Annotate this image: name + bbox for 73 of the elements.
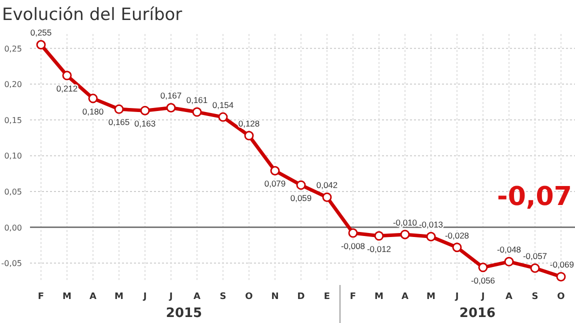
point <box>348 228 358 238</box>
text: 0,128 <box>238 118 260 129</box>
text: 0,255 <box>30 28 52 38</box>
text: -0,028 <box>444 230 470 240</box>
text: 0,163 <box>134 118 156 129</box>
text: 0,042 <box>316 180 338 190</box>
point <box>218 112 228 122</box>
point <box>556 272 566 282</box>
x-tick-label: M <box>374 292 384 302</box>
y-tick-label: -0,05 <box>1 259 22 268</box>
text: 0,167 <box>160 90 182 101</box>
y-tick-label: 0,10 <box>4 152 22 161</box>
point <box>426 232 436 242</box>
text: 0,079 <box>264 178 286 189</box>
y-tick-label: 0,20 <box>4 80 22 90</box>
point <box>270 166 280 176</box>
x-tick-label: A <box>506 292 513 302</box>
text: -0,008 <box>340 241 366 252</box>
x-tick-label: O <box>245 292 254 302</box>
text: -0,048 <box>496 244 522 255</box>
x-tick-label: O <box>557 292 566 302</box>
x-tick-label: J <box>480 292 485 302</box>
point <box>244 130 254 140</box>
text: -0,057 <box>522 251 548 262</box>
point <box>88 94 98 104</box>
point <box>36 40 46 50</box>
x-tick-label: M <box>62 292 72 302</box>
x-tick-label: A <box>402 292 409 302</box>
text: 0,165 <box>108 117 130 128</box>
x-tick-label: J <box>168 292 173 302</box>
x-tick-label: A <box>194 292 201 302</box>
point <box>374 231 384 241</box>
y-tick-label: 0,15 <box>4 116 22 125</box>
x-tick-label: S <box>220 292 226 302</box>
annotation: -0,07 <box>497 182 572 212</box>
point <box>452 242 462 252</box>
point <box>478 262 488 272</box>
point <box>530 263 540 273</box>
text: -0,012 <box>366 244 392 254</box>
x-tick-label: N <box>271 292 279 302</box>
text: 2015 <box>166 306 202 321</box>
point <box>166 102 176 112</box>
point <box>114 104 124 114</box>
text: 0,059 <box>290 193 312 204</box>
text: 0,154 <box>212 100 234 110</box>
text: 0,180 <box>82 106 104 116</box>
text: -0,056 <box>470 275 496 286</box>
text: -0,010 <box>392 217 418 228</box>
point <box>400 230 410 240</box>
x-tick-label: A <box>90 292 97 302</box>
text: 0,212 <box>56 84 78 94</box>
x-tick-label: S <box>532 292 538 302</box>
x-tick-label: M <box>426 292 436 302</box>
text: 0,161 <box>186 95 208 106</box>
text: -0,069 <box>550 260 574 270</box>
x-tick-label: M <box>114 292 124 302</box>
x-tick-label: F <box>38 292 44 302</box>
text: 2016 <box>459 306 496 321</box>
chart-title: Evolución del Euríbor <box>2 5 182 25</box>
x-tick-label: J <box>454 292 459 302</box>
point <box>192 107 202 117</box>
point <box>296 180 306 190</box>
x-tick-label: J <box>142 292 147 302</box>
point <box>140 106 150 116</box>
x-tick-label: E <box>324 292 330 302</box>
y-tick-label: 0,00 <box>4 223 22 232</box>
x-tick-label: D <box>297 292 305 302</box>
y-tick-label: 0,05 <box>4 188 22 197</box>
point <box>504 256 514 266</box>
point <box>62 70 72 80</box>
point <box>322 192 332 202</box>
y-tick-label: 0,25 <box>4 44 22 54</box>
x-tick-label: F <box>350 292 356 302</box>
